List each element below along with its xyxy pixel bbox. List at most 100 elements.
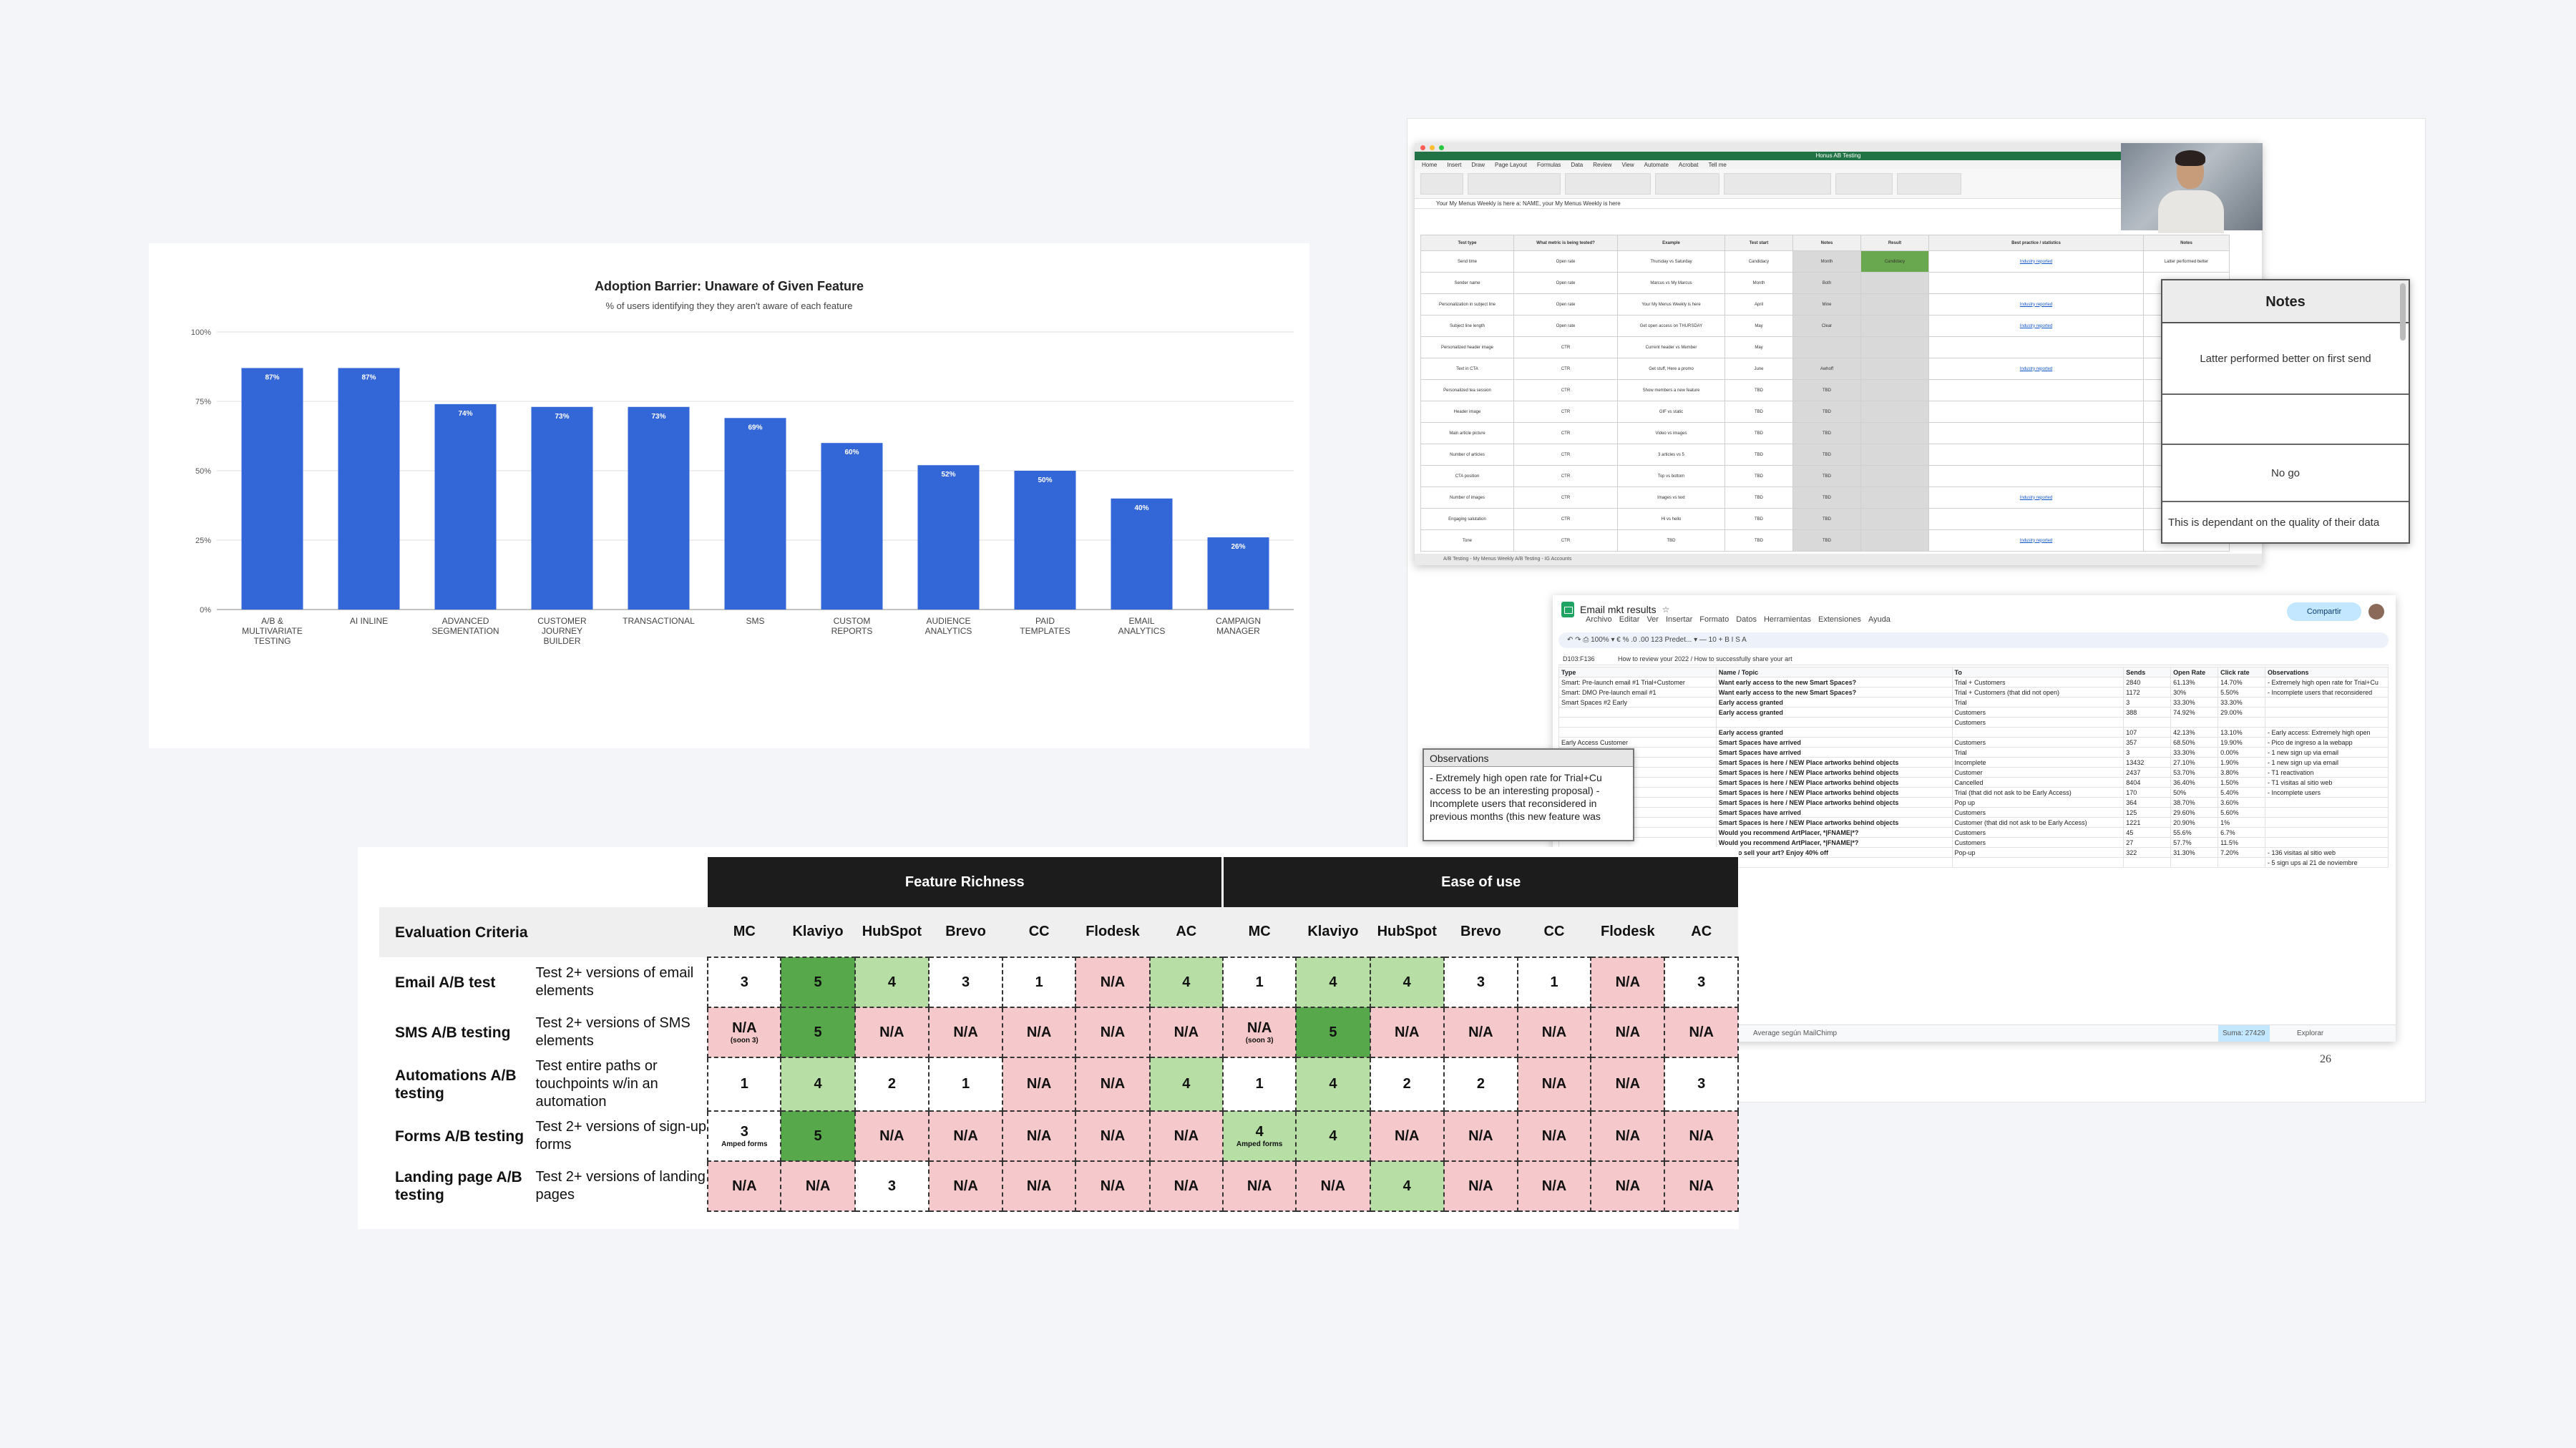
close-icon[interactable] <box>1420 145 1425 150</box>
excel-cell[interactable]: CTR <box>1513 486 1618 509</box>
excel-cell[interactable]: Get stuff, Here a promo <box>1617 358 1725 380</box>
gsheet-cell[interactable]: - Incomplete users that reconsidered <box>2265 687 2389 698</box>
ribbon-number[interactable] <box>1655 172 1719 195</box>
gsheet-cell[interactable] <box>1951 727 2124 738</box>
gsheet-cell[interactable] <box>2265 837 2389 848</box>
gsheet-cell[interactable]: Trial + Customers (that did not open) <box>1951 687 2124 698</box>
gsheet-cell[interactable] <box>2218 717 2265 728</box>
excel-column-header[interactable]: Test start <box>1724 235 1793 251</box>
gsheet-cell[interactable]: 19.90% <box>2218 737 2265 748</box>
gsheet-doc-title[interactable]: Email mkt results <box>1580 604 1657 615</box>
excel-menu-item[interactable]: Home <box>1422 161 1438 168</box>
gsheet-cell[interactable]: 5.50% <box>2218 687 2265 698</box>
gsheet-cell[interactable] <box>2265 697 2389 708</box>
gsheet-cell[interactable]: Customers <box>1951 807 2124 818</box>
excel-cell[interactable] <box>1860 422 1929 444</box>
gsheet-cell[interactable] <box>2265 817 2389 828</box>
gsheet-cell[interactable]: 29.00% <box>2218 707 2265 718</box>
gsheet-menu-item[interactable]: Formato <box>1699 615 1729 624</box>
gsheet-cell[interactable]: 42.13% <box>2170 727 2219 738</box>
gsheet-cell[interactable] <box>2123 717 2172 728</box>
gsheet-cell[interactable]: - Extremely high open rate for Trial+Cu <box>2265 677 2389 688</box>
excel-cell[interactable]: Your My Menus Weekly is here <box>1617 293 1725 315</box>
excel-cell[interactable] <box>1928 465 2144 487</box>
gsheet-cell[interactable] <box>2265 797 2389 808</box>
gsheet-cell[interactable]: 68.50% <box>2170 737 2219 748</box>
gsheet-cell[interactable] <box>2170 717 2219 728</box>
excel-cell[interactable]: Month <box>1724 272 1793 294</box>
gsheet-cell[interactable]: 14.70% <box>2218 677 2265 688</box>
gsheet-cell[interactable]: Smart: DMO Pre-launch email #1 <box>1558 687 1717 698</box>
gsheet-cell[interactable]: Smart Spaces have arrived <box>1715 747 1953 758</box>
gsheet-cell[interactable] <box>1715 857 1953 868</box>
gsheet-cell[interactable]: 2840 <box>2123 677 2172 688</box>
excel-cell[interactable] <box>1860 272 1929 294</box>
gsheet-cell[interactable]: 61.13% <box>2170 677 2219 688</box>
gsheet-cell[interactable]: Smart Spaces have arrived <box>1715 737 1953 748</box>
excel-column-header[interactable]: Example <box>1617 235 1725 251</box>
excel-cell[interactable] <box>1928 422 2144 444</box>
excel-cell[interactable] <box>1860 293 1929 315</box>
excel-cell[interactable]: TBD <box>1792 508 1861 530</box>
excel-cell[interactable]: TBD <box>1724 529 1793 552</box>
gsheet-cell[interactable]: Customers <box>1951 837 2124 848</box>
gsheet-cell[interactable]: Smart Spaces is here / NEW Place artwork… <box>1715 787 1953 798</box>
excel-sheet-tabs[interactable]: A/B Testing - My Menus Weekly A/B Testin… <box>1415 554 2262 565</box>
excel-cell[interactable]: CTR <box>1513 336 1618 358</box>
excel-cell[interactable] <box>1928 336 2144 358</box>
excel-cell[interactable]: TBD <box>1724 379 1793 401</box>
excel-cell[interactable]: Video vs images <box>1617 422 1725 444</box>
excel-cell[interactable]: TBD <box>1792 486 1861 509</box>
gsheet-column-header[interactable]: Click rate <box>2218 667 2265 677</box>
excel-cell[interactable]: TBD <box>1792 379 1861 401</box>
excel-column-header[interactable]: What metric is being tested? <box>1513 235 1618 251</box>
excel-cell[interactable] <box>1860 379 1929 401</box>
excel-cell[interactable]: Number of images <box>1420 486 1514 509</box>
ribbon-font[interactable] <box>1468 172 1561 195</box>
gsheet-cell[interactable]: 322 <box>2123 847 2172 858</box>
gsheet-cell[interactable]: 27 <box>2123 837 2172 848</box>
gsheet-cell[interactable] <box>2265 827 2389 838</box>
excel-cell[interactable]: Marcus vs My Marcus <box>1617 272 1725 294</box>
gsheet-cell[interactable]: Want early access to the new Smart Space… <box>1715 677 1953 688</box>
excel-column-header[interactable]: Notes <box>2143 235 2230 251</box>
gsheet-cell[interactable]: Would you recommend ArtPlacer, *|FNAME|*… <box>1715 827 1953 838</box>
gsheet-cell[interactable]: Smart: Pre-launch email #1 Trial+Custome… <box>1558 677 1717 688</box>
excel-cell[interactable]: CTR <box>1513 529 1618 552</box>
gsheet-cell[interactable]: Early access granted <box>1715 697 1953 708</box>
excel-cell[interactable]: Thursday vs Saturday <box>1617 250 1725 273</box>
excel-cell[interactable]: CTR <box>1513 422 1618 444</box>
excel-menu-item[interactable]: Insert <box>1447 161 1462 168</box>
gsheet-cell[interactable]: Customers <box>1951 827 2124 838</box>
gsheet-cell[interactable]: 3.80% <box>2218 767 2265 778</box>
cell-reference[interactable]: D103:F136 <box>1563 655 1595 662</box>
excel-cell[interactable]: Personalized header image <box>1420 336 1514 358</box>
excel-cell[interactable]: June <box>1724 358 1793 380</box>
gsheet-cell[interactable] <box>1558 707 1717 718</box>
gsheet-cell[interactable]: 364 <box>2123 797 2172 808</box>
excel-menu-item[interactable]: Review <box>1593 161 1612 168</box>
gsheet-cell[interactable]: Trial <box>1951 747 2124 758</box>
excel-cell[interactable]: GIF vs static <box>1617 401 1725 423</box>
gsheet-formula-bar[interactable]: D103:F136 How to review your 2022 / How … <box>1558 652 2389 665</box>
excel-column-header[interactable]: Test type <box>1420 235 1514 251</box>
gsheet-cell[interactable] <box>2218 857 2265 868</box>
excel-cell[interactable]: TBD <box>1792 422 1861 444</box>
gsheet-cell[interactable]: Early access granted <box>1715 727 1953 738</box>
excel-cell[interactable] <box>1860 508 1929 530</box>
gsheet-cell[interactable]: 13.10% <box>2218 727 2265 738</box>
gsheet-menu-item[interactable]: Herramientas <box>1763 615 1811 624</box>
excel-menu-item[interactable]: Data <box>1571 161 1584 168</box>
gsheet-cell[interactable]: 31.30% <box>2170 847 2219 858</box>
excel-cell[interactable]: Open rate <box>1513 293 1618 315</box>
gsheet-column-header[interactable]: Sends <box>2123 667 2172 677</box>
gsheet-column-header[interactable]: Open Rate <box>2170 667 2219 677</box>
gsheet-cell[interactable]: - 136 visitas al sitio web <box>2265 847 2389 858</box>
gsheet-toolbar[interactable]: ↶ ↷ ⎙ 100% ▾ € % .0 .00 123 Predet... ▾ … <box>1558 632 2389 648</box>
gsheet-cell[interactable]: 45 <box>2123 827 2172 838</box>
excel-cell[interactable]: Main article picture <box>1420 422 1514 444</box>
excel-cell[interactable]: CTR <box>1513 444 1618 466</box>
gsheet-cell[interactable]: 27.10% <box>2170 757 2219 768</box>
excel-cell[interactable]: Personalized tea session <box>1420 379 1514 401</box>
gsheet-cell[interactable]: Trial <box>1951 697 2124 708</box>
